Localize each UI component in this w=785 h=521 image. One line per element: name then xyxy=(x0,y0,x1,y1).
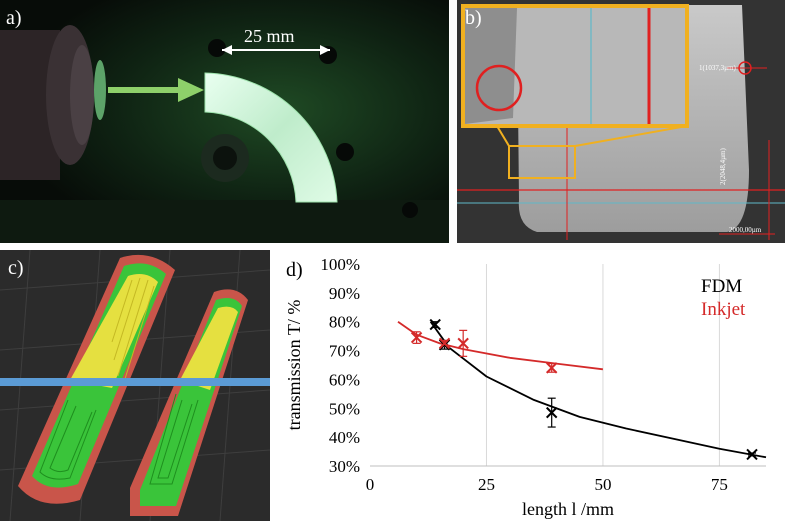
x-tick-label: 75 xyxy=(711,475,728,494)
panel-c-label: c) xyxy=(8,257,24,279)
y-axis-label: transmission T/ % xyxy=(284,300,304,431)
measure-v-label: 2(2048,4µm) xyxy=(719,147,727,185)
panel-c-slicer-view: c) xyxy=(0,250,270,521)
panel-b-illustration: 1(1037,3µm) 2(2048,4µm) 2000,00µm xyxy=(457,0,785,243)
data-point xyxy=(457,337,469,350)
y-tick-label: 40% xyxy=(329,428,360,447)
legend-fdm: FDM xyxy=(701,276,742,297)
scalebar-label: 2000,00µm xyxy=(729,226,762,234)
y-tick-label: 30% xyxy=(329,457,360,476)
fit-curve-1 xyxy=(397,320,604,371)
panel-d-chart: 0 25 50 75 30% 40% 50% 60% 70% 80% 90% 100% length … xyxy=(278,250,785,521)
panel-a-illustration: 25 mm xyxy=(0,0,449,243)
data-point xyxy=(410,331,423,344)
short-part xyxy=(130,289,248,516)
y-tick-label: 50% xyxy=(329,399,360,418)
y-tick-label: 100% xyxy=(320,255,360,274)
x-tick-label: 0 xyxy=(366,475,375,494)
panel-d-label: d) xyxy=(286,259,303,281)
panel-b-label: b) xyxy=(465,7,482,29)
data-point xyxy=(429,318,441,331)
legend-inkjet: Inkjet xyxy=(701,299,746,320)
y-tick-label: 90% xyxy=(329,284,360,303)
data-point xyxy=(438,339,451,351)
panel-a-label: a) xyxy=(6,7,22,29)
cut-line xyxy=(0,378,270,386)
panel-c-illustration xyxy=(0,250,270,521)
data-point xyxy=(545,362,558,374)
x-tick-label: 25 xyxy=(478,475,495,494)
x-axis-label: length l /mm xyxy=(522,499,614,519)
y-tick-label: 70% xyxy=(329,342,360,361)
x-tick-label: 50 xyxy=(594,475,611,494)
transmission-chart: 0 25 50 75 30% 40% 50% 60% 70% 80% 90% 100% length … xyxy=(284,255,767,519)
dimension-label: 25 mm xyxy=(244,26,295,46)
panel-b-micrograph: 1(1037,3µm) 2(2048,4µm) 2000,00µm b) xyxy=(457,0,785,243)
data-point xyxy=(746,448,758,461)
measure-h-label: 1(1037,3µm) xyxy=(699,64,737,72)
data-point xyxy=(438,337,451,350)
fit-curve-0 xyxy=(429,321,767,459)
y-tick-label: 80% xyxy=(329,313,360,332)
panel-a-photo: 25 mm a) xyxy=(0,0,449,243)
data-point xyxy=(545,406,558,419)
y-tick-label: 60% xyxy=(329,370,360,389)
